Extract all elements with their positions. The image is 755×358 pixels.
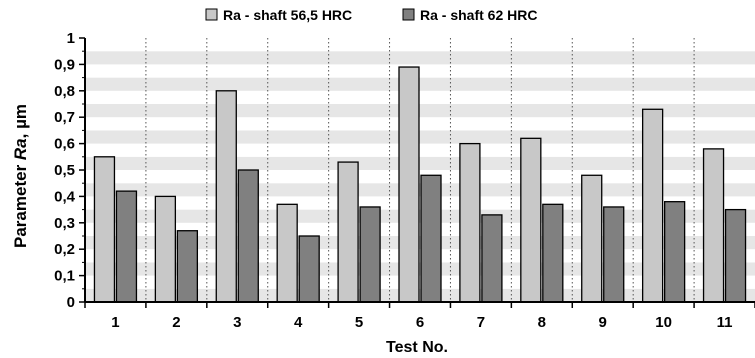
bar-series-2-test-11 — [724, 208, 747, 303]
bar-series-1-test-7 — [459, 142, 481, 303]
axes — [79, 37, 755, 308]
y-tick-label: 0,3 — [54, 215, 75, 232]
y-tick-label: 0,6 — [54, 136, 75, 153]
bar-series-2-test-4 — [298, 235, 320, 303]
bar-series-1-test-11 — [702, 148, 725, 303]
y-axis-title-symbol: Ra — [11, 138, 30, 160]
bar-series-1-test-10 — [641, 108, 664, 303]
bar-series-2-test-2 — [176, 230, 199, 303]
grid-band — [85, 38, 755, 52]
y-tick-label: 0,2 — [54, 241, 75, 258]
bar-series-2-test-10 — [663, 201, 686, 303]
grid-band — [85, 77, 755, 91]
y-tick-label: 0,1 — [54, 268, 75, 285]
y-axis-title-prefix: Parameter — [11, 160, 30, 248]
grid-band — [85, 51, 755, 65]
y-tick-label: 1 — [67, 30, 75, 47]
bars — [93, 66, 747, 303]
grid-band — [85, 130, 755, 144]
x-tick-label: 1 — [111, 314, 119, 331]
bar-series-1-test-2 — [154, 195, 177, 303]
x-tick-label: 7 — [477, 314, 485, 331]
x-tick-label: 10 — [655, 314, 672, 331]
y-tick-label: 0,7 — [54, 109, 75, 126]
y-axis-title-unit: , µm — [11, 104, 30, 138]
x-tick-label: 2 — [172, 314, 180, 331]
grid-band — [85, 143, 755, 157]
bar-series-2-test-5 — [359, 206, 381, 303]
legend-label-series-2: Ra - shaft 62 HRC — [420, 7, 537, 23]
bar-series-1-test-1 — [93, 156, 116, 303]
legend: Ra - shaft 56,5 HRC Ra - shaft 62 HRC — [205, 7, 537, 23]
bar-series-1-test-4 — [276, 203, 298, 303]
x-tick-label: 4 — [294, 314, 303, 331]
x-tick-label: 11 — [717, 314, 733, 331]
y-tick-labels: 0 0,1 0,2 0,3 0,4 0,5 0,6 0,7 0,8 0,9 1 — [54, 30, 76, 311]
x-tick-label: 9 — [599, 314, 607, 331]
y-tick-label: 0,5 — [54, 162, 75, 179]
x-tick-label: 5 — [355, 314, 363, 331]
grid-band — [85, 104, 755, 118]
bar-series-2-test-6 — [420, 174, 442, 303]
x-tick-label: 8 — [538, 314, 546, 331]
y-tick-label: 0,9 — [54, 56, 75, 73]
legend-label-series-1: Ra - shaft 56,5 HRC — [223, 7, 352, 23]
x-axis-title: Test No. — [386, 339, 448, 356]
grid-band — [85, 156, 755, 170]
legend-swatch-series-1 — [205, 8, 218, 21]
y-axis-title: Parameter Ra, µm — [11, 104, 30, 248]
bar-series-2-test-9 — [603, 206, 625, 303]
bar-series-2-test-3 — [237, 169, 259, 303]
bar-series-2-test-8 — [542, 203, 564, 303]
x-tick-label: 3 — [233, 314, 241, 331]
y-tick-label: 0,8 — [54, 83, 75, 100]
bar-series-1-test-5 — [337, 161, 359, 303]
grid-band — [85, 117, 755, 131]
bar-series-2-test-1 — [115, 190, 138, 303]
y-tick-label: 0,4 — [54, 188, 76, 205]
bar-series-1-test-6 — [398, 66, 420, 303]
legend-swatch-series-2 — [402, 8, 415, 21]
x-tick-labels: 1 2 3 4 5 6 7 8 9 10 11 — [111, 314, 732, 331]
y-tick-label: 0 — [67, 294, 75, 311]
grid-band — [85, 64, 755, 78]
bar-series-2-test-7 — [481, 214, 503, 303]
vertical-gridlines — [145, 38, 695, 302]
grid-band — [85, 90, 755, 104]
bar-series-1-test-9 — [581, 174, 603, 303]
bar-series-1-test-3 — [215, 90, 237, 303]
x-tick-label: 6 — [416, 314, 424, 331]
bar-series-1-test-8 — [520, 137, 542, 303]
